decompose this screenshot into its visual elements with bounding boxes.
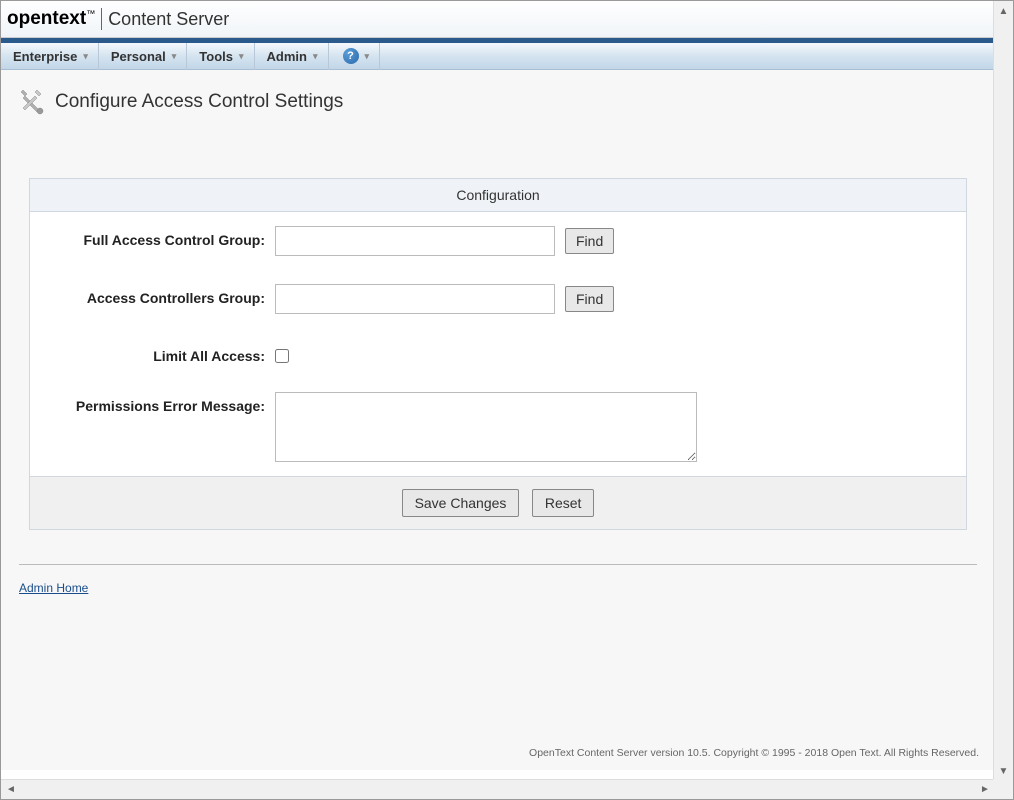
label-controllers-group: Access Controllers Group: <box>40 284 275 306</box>
chevron-down-icon: ▾ <box>365 51 370 62</box>
label-error-message: Permissions Error Message: <box>40 392 275 414</box>
input-controllers-group[interactable] <box>275 284 555 314</box>
nav-label: Personal <box>111 49 166 64</box>
label-full-access-group: Full Access Control Group: <box>40 226 275 248</box>
textarea-error-message[interactable] <box>275 392 697 462</box>
row-error-message: Permissions Error Message: <box>30 378 966 476</box>
page-title: Configure Access Control Settings <box>55 91 343 113</box>
save-changes-button[interactable]: Save Changes <box>402 489 520 517</box>
nav-label: Tools <box>199 49 233 64</box>
nav-label: Enterprise <box>13 49 77 64</box>
nav-personal[interactable]: Personal ▾ <box>99 43 187 70</box>
button-bar: Save Changes Reset <box>30 476 966 529</box>
form-table: Full Access Control Group: Find Access C… <box>30 212 966 476</box>
checkbox-limit-access[interactable] <box>275 349 289 363</box>
row-controllers-group: Access Controllers Group: Find <box>30 270 966 328</box>
nav-label: Admin <box>267 49 307 64</box>
horizontal-scrollbar[interactable]: ◄ ► <box>1 779 995 799</box>
scroll-corner <box>993 779 1013 799</box>
divider <box>19 564 977 565</box>
brand-name: opentext <box>7 8 86 29</box>
input-full-access-group[interactable] <box>275 226 555 256</box>
scroll-down-icon[interactable]: ▼ <box>994 761 1013 781</box>
scroll-left-icon[interactable]: ◄ <box>1 780 21 799</box>
scroll-up-icon[interactable]: ▲ <box>994 1 1013 21</box>
bottom-section: Admin Home <box>19 564 977 597</box>
product-name: Content Server <box>108 9 229 30</box>
brand-logo: opentext™ <box>7 8 95 30</box>
configuration-panel: Configuration Full Access Control Group:… <box>29 178 967 530</box>
footer-copyright: OpenText Content Server version 10.5. Co… <box>529 747 979 759</box>
trademark: ™ <box>86 9 95 19</box>
help-icon: ? <box>343 48 359 64</box>
scroll-right-icon[interactable]: ► <box>975 780 995 799</box>
label-limit-access: Limit All Access: <box>40 342 275 364</box>
chevron-down-icon: ▾ <box>83 51 88 62</box>
chevron-down-icon: ▾ <box>313 51 318 62</box>
nav-bar: Enterprise ▾ Personal ▾ Tools ▾ Admin ▾ … <box>1 43 995 70</box>
nav-tools[interactable]: Tools ▾ <box>187 43 254 70</box>
panel-header: Configuration <box>30 179 966 212</box>
logo-divider <box>101 8 102 30</box>
app-header: opentext™ Content Server <box>1 1 995 38</box>
find-controllers-button[interactable]: Find <box>565 286 614 312</box>
reset-button[interactable]: Reset <box>532 489 595 517</box>
nav-enterprise[interactable]: Enterprise ▾ <box>1 43 99 70</box>
vertical-scrollbar[interactable]: ▲ ▼ <box>993 1 1013 781</box>
nav-help[interactable]: ? ▾ <box>329 43 381 70</box>
wrench-icon <box>15 86 47 118</box>
find-full-access-button[interactable]: Find <box>565 228 614 254</box>
chevron-down-icon: ▾ <box>172 51 177 62</box>
row-full-access-group: Full Access Control Group: Find <box>30 212 966 270</box>
nav-admin[interactable]: Admin ▾ <box>255 43 329 70</box>
row-limit-access: Limit All Access: <box>30 328 966 378</box>
admin-home-link[interactable]: Admin Home <box>19 581 88 595</box>
page-body: Configure Access Control Settings Config… <box>1 70 995 770</box>
chevron-down-icon: ▾ <box>239 51 244 62</box>
title-row: Configure Access Control Settings <box>1 70 995 128</box>
